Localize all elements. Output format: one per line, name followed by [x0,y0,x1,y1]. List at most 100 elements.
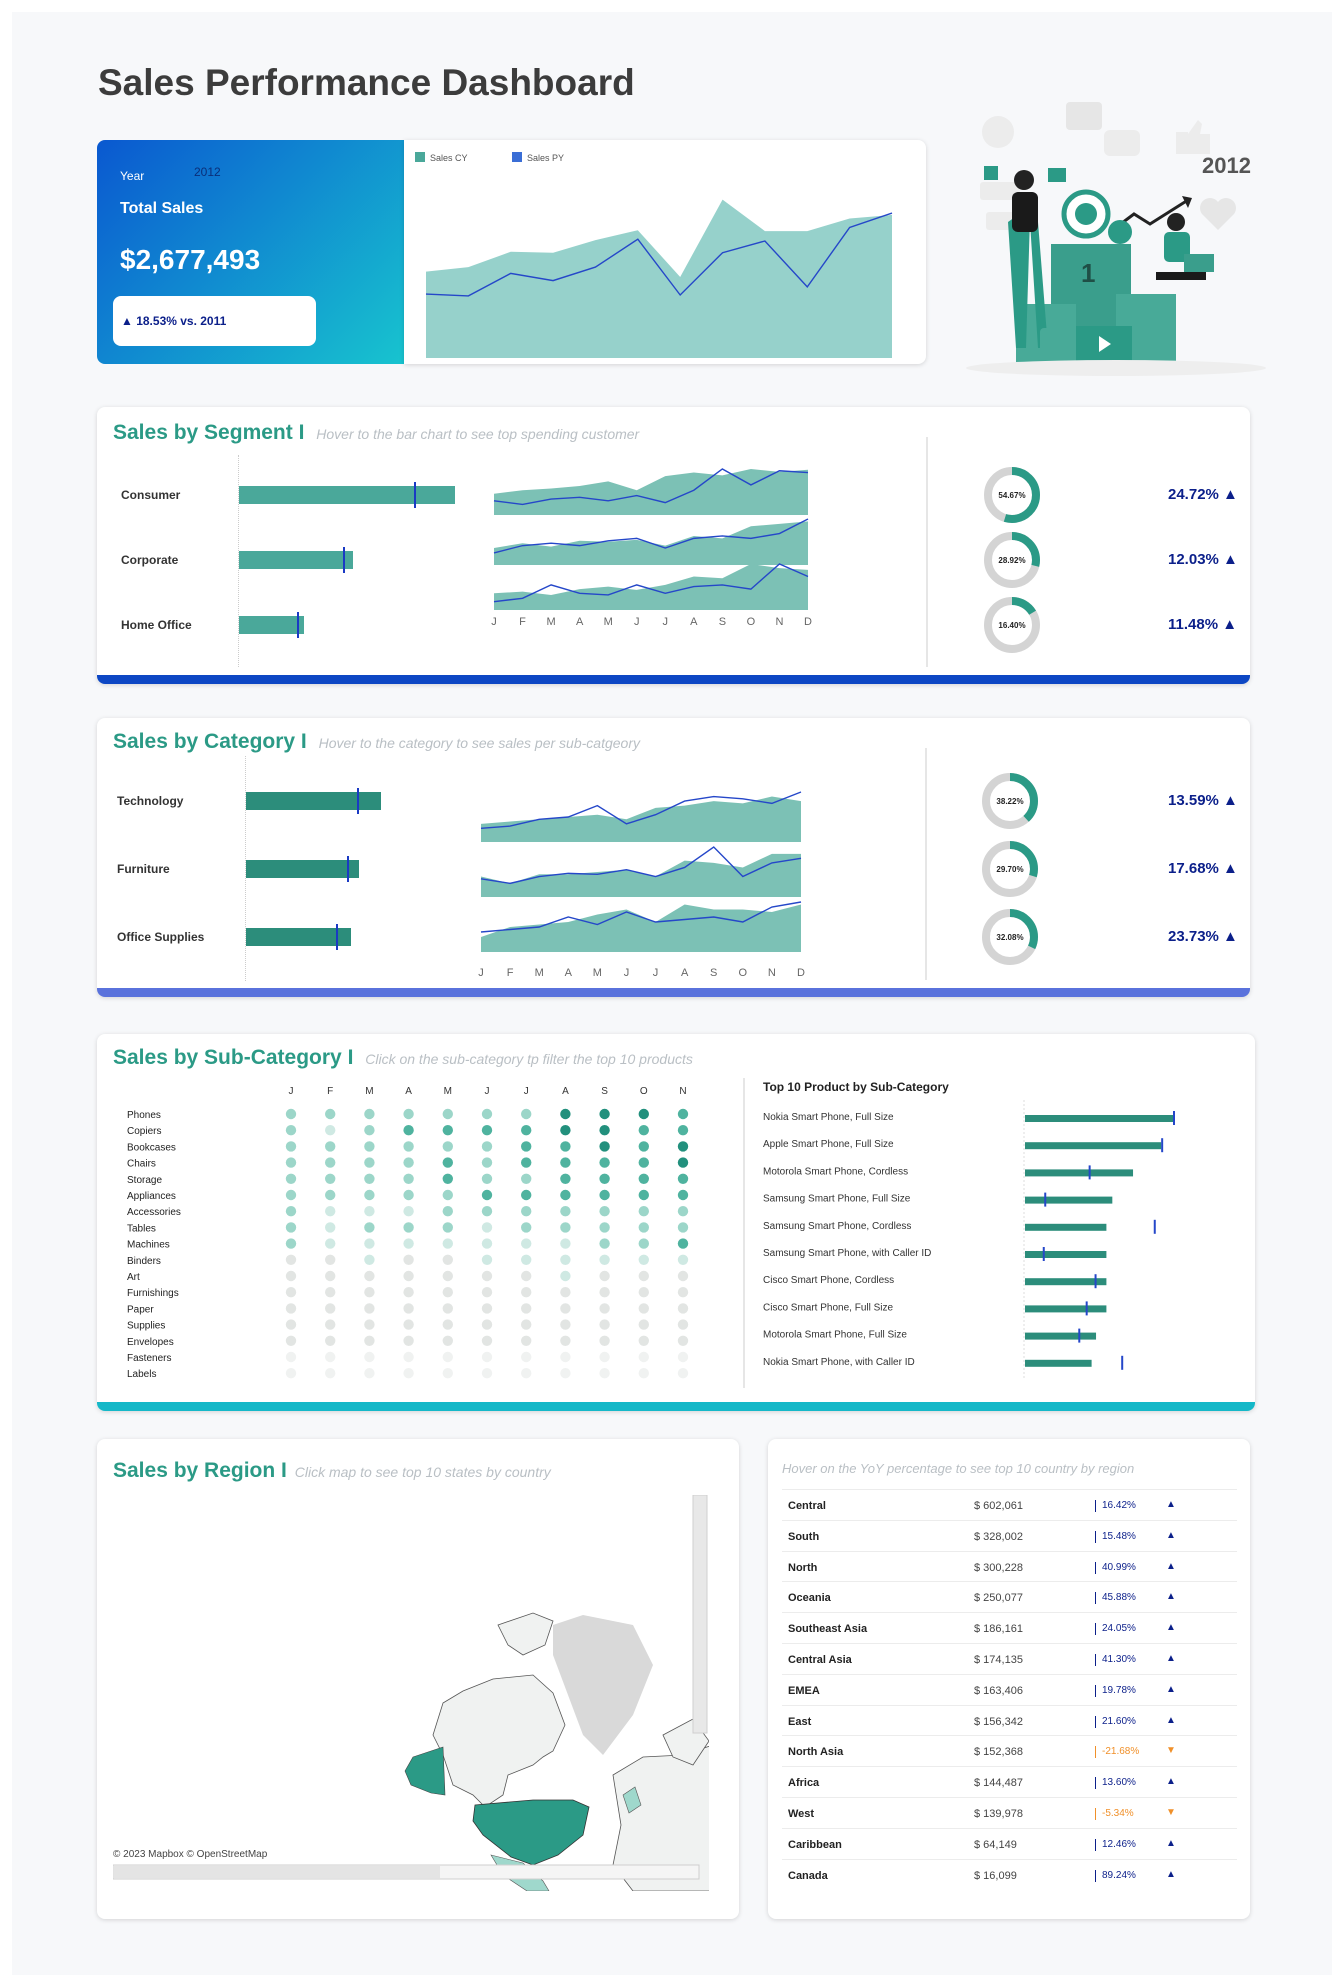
total-trend-chart[interactable]: Sales CY Sales PY [404,140,926,364]
region-yoy[interactable]: -5.34% [1102,1808,1134,1819]
share-donut[interactable]: 29.70% [980,839,1040,899]
share-donut[interactable]: 16.40% [982,595,1042,655]
region-row[interactable]: East $ 156,342 21.60% ▲ [782,1704,1237,1735]
heatmap-cell [560,1351,571,1363]
heatmap-cell [521,1157,532,1168]
heatmap-cell [285,1173,297,1184]
world-map[interactable]: © 2023 Mapbox © OpenStreetMap [113,1495,709,1891]
region-row[interactable]: South $ 328,002 15.48% ▲ [782,1519,1237,1550]
region-yoy[interactable]: 12.46% [1102,1838,1136,1850]
region-row[interactable]: Oceania $ 250,077 45.88% ▲ [782,1581,1237,1611]
heatmap-cell [403,1368,414,1379]
heatmap-month-label: J [485,1086,490,1097]
share-donut[interactable]: 54.67% [982,465,1042,525]
region-row[interactable]: North $ 300,228 40.99% ▲ [782,1550,1237,1581]
heatmap-cell [364,1206,375,1217]
row-label-technology[interactable]: Technology [117,794,184,808]
heatmap-cell [364,1303,375,1314]
region-yoy[interactable]: -21.68% [1102,1746,1140,1758]
region-yoy[interactable]: 13.60% [1102,1777,1136,1789]
region-row[interactable]: Southeast Asia $ 186,161 24.05% ▲ [782,1612,1237,1642]
heatmap-cell [325,1141,336,1152]
region-yoy[interactable]: 89.24% [1102,1869,1136,1881]
yoy-bar [1095,1684,1096,1697]
yoy-percent: 12.03% ▲ [1168,551,1238,568]
heatmap-cell [325,1125,336,1136]
region-yoy[interactable]: 15.48% [1102,1530,1136,1542]
region-yoy[interactable]: 40.99% [1102,1561,1136,1573]
top10-product-label: Cisco Smart Phone, Cordless [763,1275,894,1286]
region-yoy[interactable]: 45.88% [1102,1592,1136,1604]
region-yoy[interactable]: 16.42% [1102,1500,1136,1511]
region-yoy[interactable]: 41.30% [1102,1654,1136,1665]
heatmap-cell [325,1368,336,1379]
heatmap-cell [325,1287,336,1298]
heatmap-cell [677,1141,689,1152]
share-donut[interactable]: 32.08% [980,907,1040,967]
heatmap-cell [442,1270,453,1282]
row-label-consumer[interactable]: Consumer [121,488,181,502]
heatmap-cell [325,1319,336,1330]
row-label-home-office[interactable]: Home Office [121,618,192,632]
region-yoy[interactable]: 21.60% [1102,1715,1136,1727]
segment-title: Sales by Segment I Hover to the bar char… [113,421,639,445]
year-filter[interactable]: 2012 [194,165,221,179]
share-donut[interactable]: 28.92% [982,530,1042,590]
subcategory-heatmap[interactable]: JFMAMJJASONDPhonesCopiersBookcasesChairs… [107,1084,707,1404]
region-sales: $ 64,149 [974,1838,1017,1851]
region-row[interactable]: EMEA $ 163,406 19.78% ▲ [782,1673,1237,1704]
region-name: North [788,1561,818,1574]
total-sales-kpi-card[interactable]: Year 2012 Total Sales $2,677,493 ▲ 18.53… [97,140,415,364]
region-row[interactable]: Canada $ 16,099 89.24% ▲ [782,1858,1237,1889]
row-label-office-supplies[interactable]: Office Supplies [117,930,205,944]
region-yoy[interactable]: 24.05% [1102,1623,1136,1635]
region-name: EMEA [788,1684,820,1697]
region-row[interactable]: Caribbean $ 64,149 12.46% ▲ [782,1827,1237,1858]
region-row[interactable]: North Asia $ 152,368 -21.68% ▼ [782,1735,1237,1765]
total-sales-value: $2,677,493 [120,244,261,275]
heatmap-cell [364,1173,375,1184]
sales-bar[interactable] [239,486,455,504]
heatmap-cell [560,1303,571,1314]
heatmap-cell [285,1189,297,1201]
heatmap-cell [403,1125,414,1136]
region-row[interactable]: Africa $ 144,487 13.60% ▲ [782,1766,1237,1796]
sales-bar[interactable] [239,551,354,569]
top10-product-chart[interactable]: Nokia Smart Phone, Full Size Apple Smart … [757,1100,1247,1390]
sales-bar[interactable] [246,928,352,946]
share-donut[interactable]: 38.22% [980,771,1040,831]
region-hint: Click map to see top 10 states by countr… [294,1464,551,1480]
heatmap-cell [677,1351,689,1363]
heatmap-row-label: Storage [127,1175,162,1186]
row-label-furniture[interactable]: Furniture [117,862,170,876]
trend-line-home-office [493,563,809,603]
heatmap-cell [325,1351,336,1363]
region-sales: $ 250,077 [974,1592,1023,1605]
heatmap-cell [364,1222,375,1233]
sales-bar[interactable] [246,860,360,878]
row-label-corporate[interactable]: Corporate [121,553,179,567]
region-row[interactable]: Central Asia $ 174,135 41.30% ▲ [782,1643,1237,1673]
heatmap-cell [599,1270,610,1282]
heatmap-cell [325,1157,336,1168]
month-tick-label: F [519,616,526,628]
heatmap-cell [325,1335,336,1346]
month-tick-label: M [593,967,602,979]
sales-bar[interactable] [239,616,304,634]
heatmap-cell [403,1206,414,1217]
heatmap-cell [481,1173,493,1184]
heatmap-cell [403,1319,414,1330]
category-hint: Hover to the category to see sales per s… [318,735,640,751]
region-row[interactable]: West $ 139,978 -5.34% ▼ [782,1797,1237,1827]
month-tick-label: N [768,967,776,979]
yoy-bar [1095,1623,1096,1636]
top10-product-label: Motorola Smart Phone, Cordless [763,1166,908,1177]
region-row[interactable]: Central $ 602,061 16.42% ▲ [782,1489,1237,1519]
heatmap-cell [521,1270,532,1282]
region-yoy[interactable]: 19.78% [1102,1684,1136,1696]
heatmap-cell [442,1351,453,1363]
top10-prior-marker [1153,1219,1156,1234]
sales-bar[interactable] [246,792,381,810]
